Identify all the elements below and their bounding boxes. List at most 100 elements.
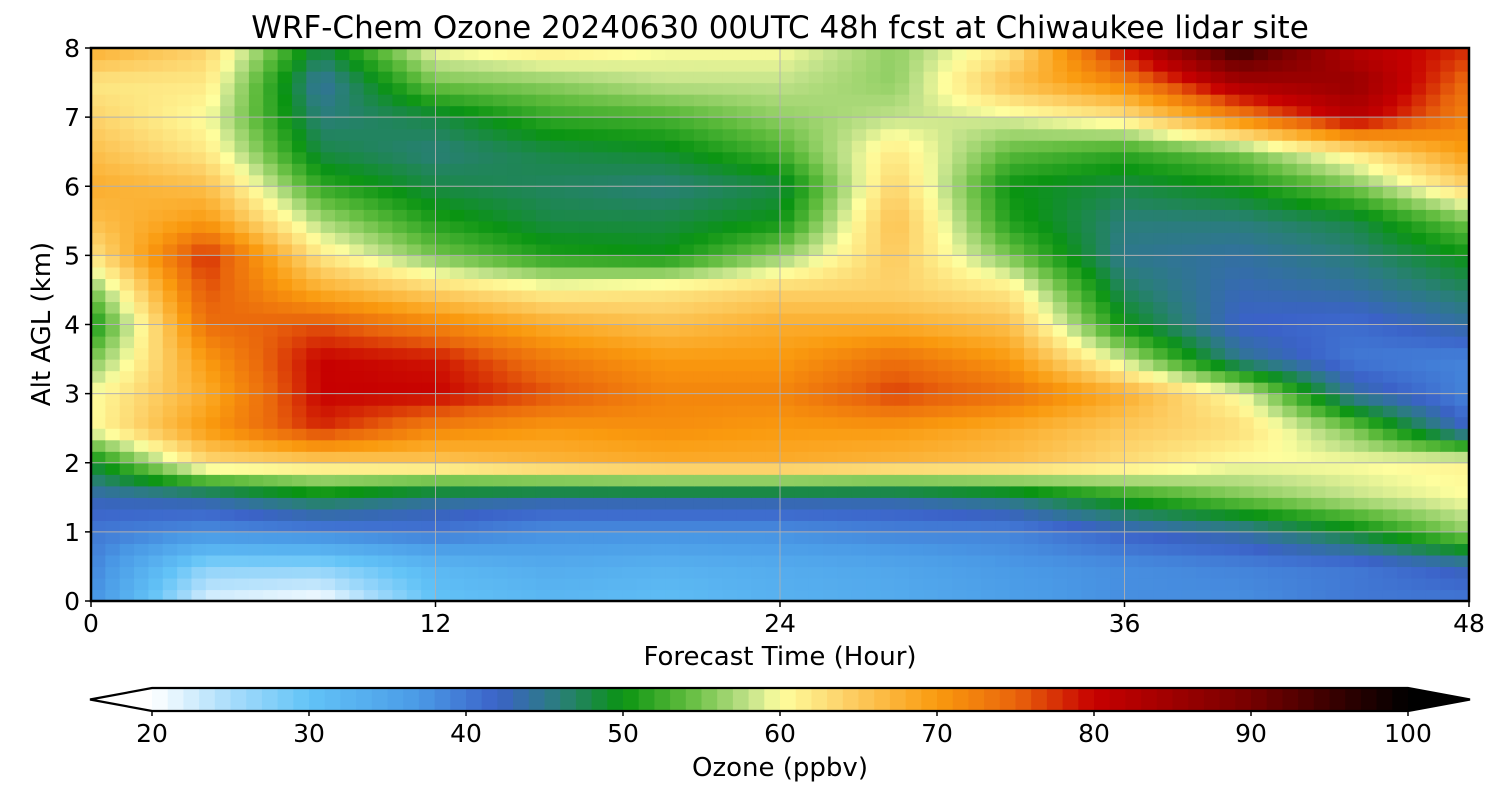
heat-cell [1009, 589, 1025, 601]
heat-cell [1282, 48, 1298, 61]
heat-cell [1138, 186, 1154, 199]
heat-cell [923, 94, 939, 107]
heat-cell [291, 71, 307, 84]
heat-cell [1024, 393, 1039, 406]
heat-cell [708, 174, 724, 187]
heat-cell [449, 243, 465, 256]
heat-cell [1282, 439, 1298, 452]
heat-cell [263, 243, 279, 256]
heat-cell [291, 117, 307, 130]
heat-cell [1167, 508, 1183, 521]
heat-cell [91, 278, 106, 291]
heat-cell [1440, 543, 1456, 556]
heat-cell [1382, 405, 1398, 418]
heat-cell [1052, 209, 1068, 222]
heat-cell [1311, 151, 1327, 164]
heat-cell [392, 59, 408, 72]
heat-cell [736, 543, 752, 556]
heat-cell [1210, 71, 1226, 84]
heat-cell [851, 428, 867, 441]
heat-cell [363, 497, 379, 510]
heat-cell [1282, 336, 1298, 349]
heat-cell [780, 243, 795, 256]
heat-cell [823, 439, 839, 452]
heat-cell [478, 128, 494, 141]
heat-cell [1368, 508, 1384, 521]
heat-cell [593, 543, 609, 556]
heat-cell [1081, 347, 1097, 360]
heat-cell [1282, 451, 1298, 464]
heat-cell [794, 209, 810, 222]
heat-cell [980, 382, 996, 395]
heat-cell [564, 94, 580, 107]
heat-cell [1224, 359, 1240, 372]
heat-cell [1382, 151, 1398, 164]
heat-cell [363, 59, 379, 72]
heat-cell [866, 589, 882, 601]
colorbar-segment [701, 688, 718, 711]
heat-cell [894, 48, 910, 61]
heat-cell [177, 128, 193, 141]
heat-cell [478, 105, 494, 118]
heat-cell [1095, 462, 1111, 475]
heat-cell [320, 554, 336, 568]
heat-cell [1081, 232, 1097, 245]
heat-cell [1354, 531, 1370, 544]
heat-cell [162, 94, 178, 107]
heat-cell [1024, 140, 1039, 153]
heat-cell [1368, 554, 1384, 568]
heat-cell [923, 359, 939, 372]
heat-cell [1296, 405, 1312, 418]
colorbar-segment [1015, 688, 1032, 711]
heat-cell [1354, 71, 1370, 84]
heat-cell [1239, 462, 1255, 475]
heat-cell [923, 163, 939, 176]
heat-cell [736, 163, 752, 176]
heat-cell [119, 416, 135, 429]
heat-cell [1095, 301, 1111, 314]
heat-cell [134, 163, 150, 176]
heat-cell [535, 266, 551, 280]
heat-cell [134, 117, 150, 130]
heat-cell [363, 474, 379, 487]
heat-cell [780, 94, 795, 107]
heat-cell [535, 163, 551, 176]
heat-cell [980, 520, 996, 533]
heat-cell [177, 566, 193, 579]
colorbar-max-extend-arrow [1408, 688, 1470, 711]
heat-cell [1081, 370, 1097, 383]
heat-cell [1454, 94, 1469, 107]
heat-cell [665, 508, 681, 521]
heat-cell [1167, 451, 1183, 464]
heat-cell [909, 105, 925, 118]
heat-cell [937, 232, 953, 245]
heat-cell [1024, 543, 1039, 556]
heat-cell [1110, 462, 1126, 475]
heat-cell [636, 393, 652, 406]
heat-cell [263, 197, 279, 210]
heat-cell [909, 117, 925, 130]
heat-cell [306, 531, 322, 544]
heat-cell [406, 289, 422, 303]
heat-cell [1124, 209, 1140, 222]
heat-cell [909, 220, 925, 233]
heat-cell [1454, 140, 1469, 153]
heat-cell [91, 439, 106, 452]
heat-cell [1382, 186, 1398, 199]
heat-cell [693, 266, 709, 280]
heat-cell [1239, 312, 1255, 326]
heat-cell [1425, 405, 1441, 418]
heat-cell [995, 393, 1011, 406]
heat-cell [177, 197, 193, 210]
heat-cell [421, 566, 437, 579]
heat-cell [363, 589, 379, 601]
heat-cell [220, 128, 236, 141]
heat-cell [1052, 220, 1068, 233]
colorbar-segment [371, 688, 388, 711]
heat-cell [421, 531, 437, 544]
heat-cell [650, 589, 666, 601]
heat-cell [679, 197, 695, 210]
heat-cell [894, 289, 910, 303]
heat-cell [1052, 566, 1068, 579]
heat-cell [593, 278, 609, 291]
